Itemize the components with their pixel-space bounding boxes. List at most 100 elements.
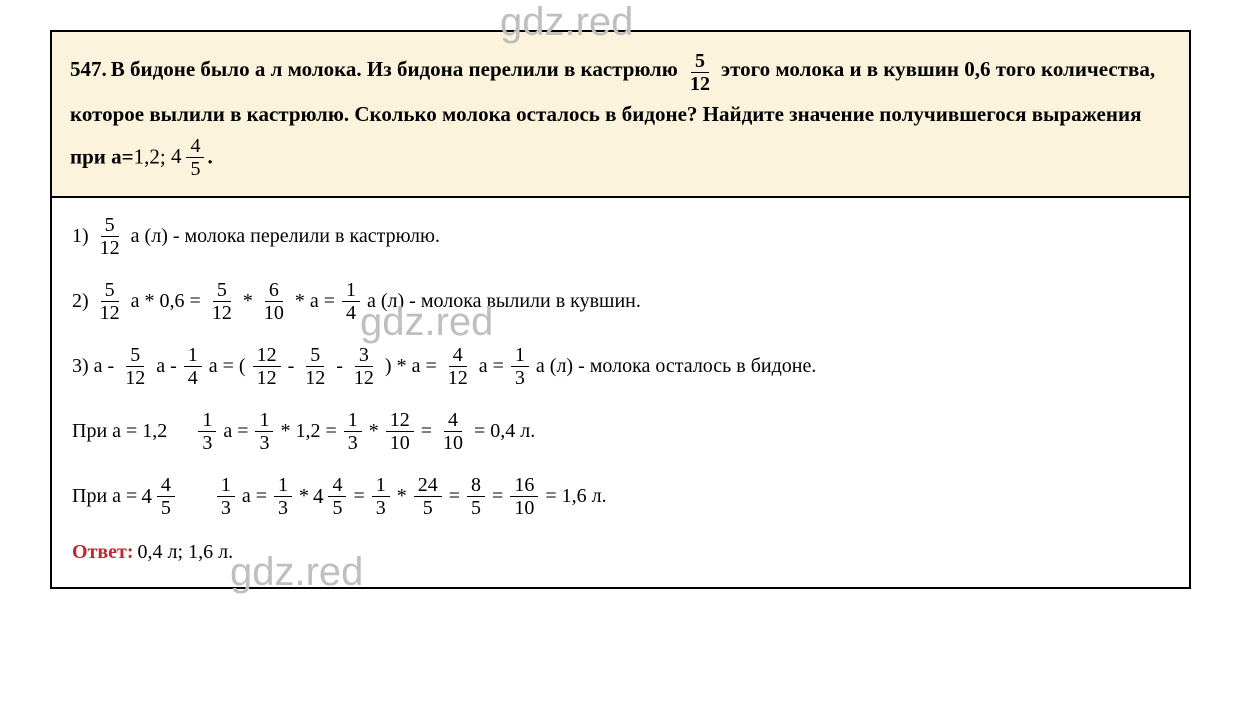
calc1-t5: = 0,4 л. [474,418,535,444]
n: 12 [386,409,414,432]
d: 3 [344,432,362,454]
step2-f1: 512 [96,279,124,324]
mw: 4 [313,483,324,510]
frac-num: 5 [691,50,709,73]
calc2-t4: * [397,483,407,509]
n: 4 [444,409,462,432]
d: 3 [217,497,235,519]
frac-num: 5 [101,214,119,237]
step3-t5: ) * а = [385,353,437,379]
n: 6 [265,279,283,302]
d: 10 [386,432,414,454]
n: 1 [274,474,292,497]
solution-box: 1) 5 12 а (л) - молока перелили в кастрю… [52,198,1189,587]
calc2-t5: = [449,483,460,509]
n: 1 [342,279,360,302]
n: 1 [255,409,273,432]
step2-f2: 512 [208,279,236,324]
a-value-1: 1,2; [134,144,171,168]
calc2-t6: = [492,483,503,509]
calc1-f4: 1210 [386,409,414,454]
answer-text: 0,4 л; 1,6 л. [138,539,234,565]
calc2-t7: = 1,6 л. [545,483,606,509]
mw: 4 [141,483,152,510]
step3-label: 3) а - [72,353,114,379]
d: 12 [253,367,281,389]
calc2-prefix: При а = [72,483,137,509]
d: 3 [274,497,292,519]
d: 10 [439,432,467,454]
calc-2: При а = 4 45 13 а = 13 * 4 45 = 13 * 245… [72,474,1169,519]
calc1-prefix: При а = 1,2 [72,418,167,444]
n: 1 [372,474,390,497]
step2-t3: * а = [295,288,335,314]
answer-line: Ответ: 0,4 л; 1,6 л. [72,539,1169,565]
step-2: 2) 512 а * 0,6 = 512 * 610 * а = 14 а (л… [72,279,1169,324]
d: 12 [121,367,149,389]
n: 12 [253,344,281,367]
calc2-f4: 245 [414,474,442,519]
calc2-f5: 85 [467,474,485,519]
frac-den: 12 [686,73,714,95]
mixed-num: 4 [186,135,204,158]
step2-f4: 14 [342,279,360,324]
d: 12 [208,302,236,324]
d: 4 [342,302,360,324]
step2-t1: а * 0,6 = [131,288,201,314]
n: 5 [213,279,231,302]
n: 4 [157,474,175,497]
step3-t6: а = [479,353,504,379]
n: 16 [510,474,538,497]
mixed-whole: 4 [171,137,182,177]
d: 5 [157,497,175,519]
n: 1 [198,409,216,432]
mixed-den: 5 [186,158,204,180]
step3-f1: 512 [121,344,149,389]
calc1-f1: 13 [198,409,216,454]
d: 3 [372,497,390,519]
step3-t4: - [336,353,343,379]
mixed-frac: 4 5 [186,135,204,180]
calc2-f3: 13 [372,474,390,519]
d: 12 [350,367,378,389]
step-1: 1) 5 12 а (л) - молока перелили в кастрю… [72,214,1169,259]
step3-f2: 14 [184,344,202,389]
d: 5 [467,497,485,519]
step3-f6: 412 [444,344,472,389]
d: 5 [419,497,437,519]
d: 3 [198,432,216,454]
step2-t2: * [243,288,253,314]
d: 3 [511,367,529,389]
step1-label: 1) [72,223,89,249]
step2-label: 2) [72,288,89,314]
step3-f5: 312 [350,344,378,389]
step1-frac: 5 12 [96,214,124,259]
mf: 45 [157,474,175,519]
d: 3 [255,432,273,454]
n: 1 [344,409,362,432]
n: 5 [101,279,119,302]
n: 5 [306,344,324,367]
step3-f4: 512 [301,344,329,389]
calc-1: При а = 1,2 13 а = 13 * 1,2 = 13 * 1210 … [72,409,1169,454]
step3-t1: а - [156,353,177,379]
content-box: 547. В бидоне было а л молока. Из бидона… [50,30,1191,589]
step-3: 3) а - 512 а - 14 а = ( 1212 - 512 - 312… [72,344,1169,389]
calc2-mixed1: 4 45 [141,474,178,519]
d: 10 [510,497,538,519]
d: 12 [444,367,472,389]
calc2-t1: а = [242,483,267,509]
problem-fraction: 5 12 [686,50,714,95]
mf: 45 [328,474,346,519]
n: 1 [184,344,202,367]
mixed-number: 4 4 5 [171,135,208,180]
d: 12 [96,302,124,324]
step3-f7: 13 [511,344,529,389]
n: 1 [511,344,529,367]
n: 4 [328,474,346,497]
calc2-t2: * [299,483,309,509]
problem-statement: 547. В бидоне было а л молока. Из бидона… [52,32,1189,198]
step3-f3: 1212 [253,344,281,389]
calc1-t1: а = [223,418,248,444]
frac-den: 12 [96,237,124,259]
